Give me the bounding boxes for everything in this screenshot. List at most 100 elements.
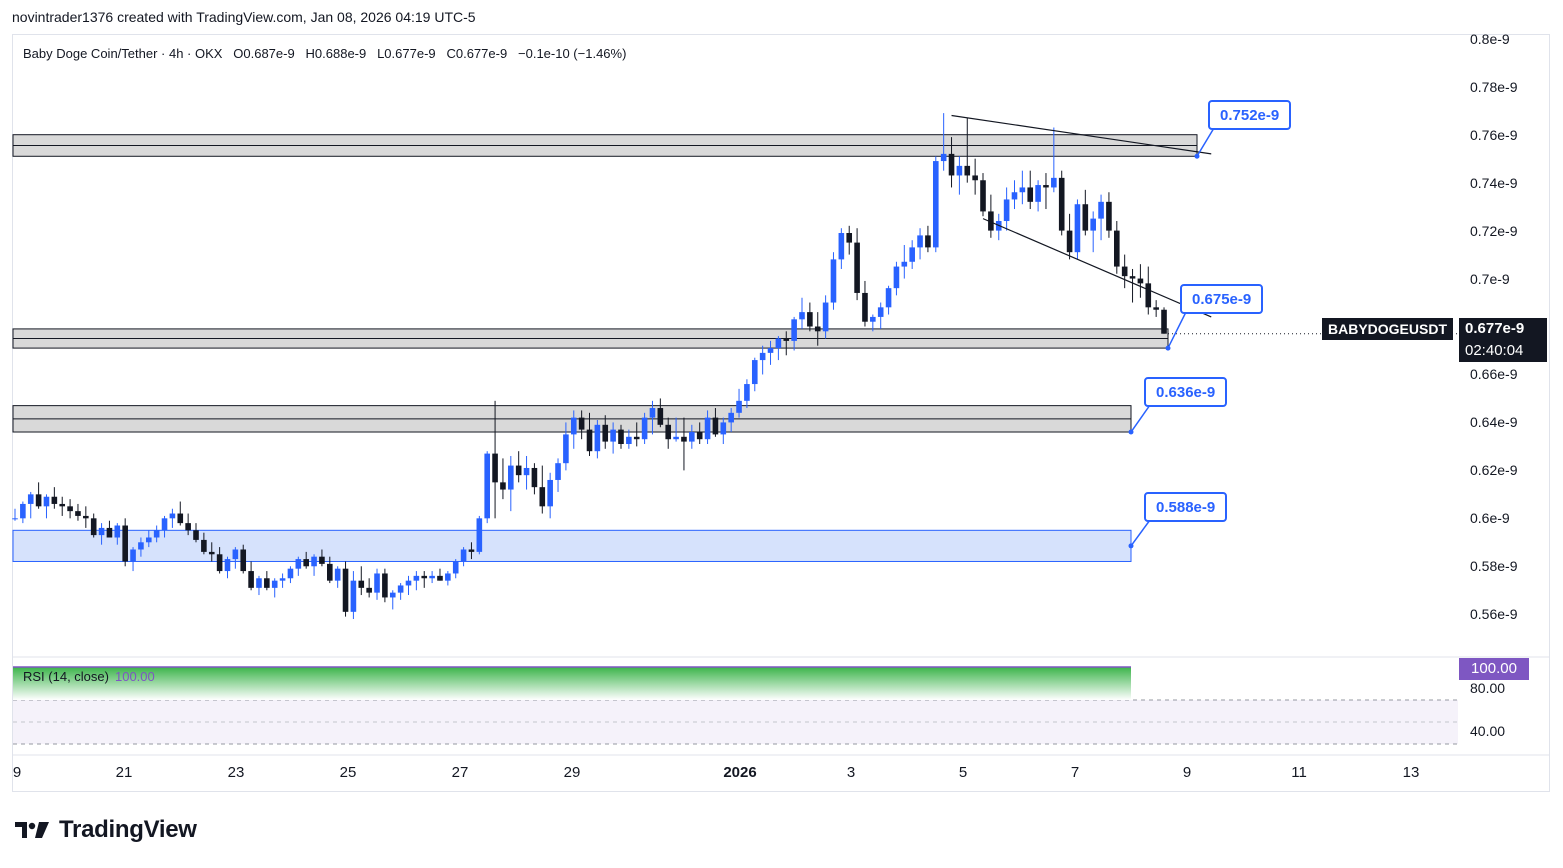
candle-body — [791, 319, 797, 341]
candle-body — [539, 487, 546, 507]
candle-body — [531, 467, 538, 488]
candle-body — [1121, 266, 1128, 277]
candle-body — [1114, 230, 1120, 267]
price-level-label[interactable]: 0.752e-9 — [1208, 100, 1292, 130]
candle-body — [854, 242, 860, 293]
candle-body — [224, 559, 231, 572]
candle-body — [696, 432, 703, 440]
candle-body — [256, 578, 262, 588]
level-callout-anchor — [1128, 429, 1134, 435]
candle-body — [106, 527, 113, 538]
chart-attribution: novintrader1376 created with TradingView… — [12, 9, 476, 25]
level-callout-connector — [1196, 127, 1215, 157]
candle-body — [704, 417, 711, 440]
candle-body — [216, 554, 223, 572]
price-axis-label: 0.76e-9 — [1470, 126, 1518, 143]
candle-body — [626, 436, 632, 444]
price-axis-label: 0.72e-9 — [1470, 222, 1518, 239]
candle-body — [1161, 309, 1167, 334]
candle-body — [177, 513, 184, 524]
candle-body — [689, 432, 695, 442]
candle-body — [1082, 204, 1089, 231]
candle-body — [508, 465, 514, 490]
symbol-tag: BABYDOGEUSDT — [1322, 318, 1454, 340]
candle-body — [783, 338, 790, 341]
time-axis-label: 5 — [958, 764, 968, 781]
candle-body — [901, 261, 908, 267]
candle-body — [27, 494, 34, 504]
candle-body — [814, 326, 821, 332]
candle-body — [1106, 201, 1112, 231]
candle-body — [932, 161, 939, 248]
candle-body — [870, 316, 876, 322]
level-callout-anchor — [1128, 543, 1134, 549]
level-callout-connector — [1167, 311, 1187, 349]
price-axis-label: 0.8e-9 — [1470, 30, 1510, 47]
price-level-label[interactable]: 0.636e-9 — [1144, 377, 1228, 407]
candle-body — [775, 338, 782, 349]
candle-body — [799, 312, 805, 320]
rsi-label: RSI (14, close) — [23, 669, 109, 684]
candle-body — [948, 153, 955, 176]
time-axis-label: 2026 — [723, 764, 757, 781]
level-callout-connector — [1130, 519, 1151, 547]
candle-body — [1058, 177, 1065, 231]
trendline — [951, 114, 1212, 155]
candle-body — [767, 348, 774, 353]
candle-body — [1027, 187, 1034, 202]
candle-body — [759, 352, 766, 361]
candle-body — [460, 549, 467, 562]
candle-body — [1066, 230, 1073, 253]
candle-body — [964, 165, 971, 176]
candle-body — [657, 408, 664, 425]
candle-body — [12, 518, 18, 520]
candle-body — [35, 494, 42, 507]
candle-body — [988, 211, 994, 231]
price-level-label[interactable]: 0.588e-9 — [1144, 492, 1228, 522]
candle-body — [1043, 185, 1049, 188]
candle-body — [1153, 307, 1159, 310]
candle-body — [885, 288, 892, 308]
candle-body — [665, 424, 672, 440]
candle-body — [972, 175, 978, 181]
candle-body — [279, 578, 286, 581]
candle-body — [909, 247, 915, 262]
rsi-value-tag: 100.00 — [1459, 658, 1529, 680]
time-axis-label: 25 — [339, 764, 357, 781]
candle-body — [515, 465, 522, 476]
time-axis-label: 29 — [563, 764, 581, 781]
candle-body — [366, 587, 372, 593]
candle-body — [145, 537, 152, 543]
candle-body — [90, 518, 97, 536]
candle-body — [736, 400, 742, 413]
rsi-axis-label: 40.00 — [1470, 723, 1506, 739]
candle-body — [374, 573, 380, 593]
rsi-overbought-fill — [13, 667, 1131, 700]
price-axis-label: 0.7e-9 — [1470, 270, 1510, 287]
candle-body — [751, 360, 758, 385]
symbol-legend[interactable]: Baby Doge Coin/Tether · 4h · OKX O0.687e… — [23, 46, 627, 61]
time-axis-label: 23 — [227, 764, 245, 781]
candle-body — [445, 573, 451, 581]
rsi-legend[interactable]: RSI (14, close) 100.00 — [23, 669, 155, 684]
time-axis-label: 3 — [846, 764, 856, 781]
candle-body — [59, 503, 66, 507]
level-callout-connector — [1130, 404, 1151, 433]
price-axis-label: 0.56e-9 — [1470, 606, 1518, 623]
price-level-label[interactable]: 0.675e-9 — [1180, 284, 1264, 314]
candle-body — [492, 453, 498, 483]
candle-body — [476, 518, 483, 552]
candle-body — [334, 568, 341, 581]
candle-body — [161, 518, 168, 531]
candle-body — [862, 292, 868, 322]
candle-body — [208, 551, 215, 555]
candle-body — [877, 307, 884, 317]
time-axis-label: 27 — [451, 764, 469, 781]
candle-body — [75, 511, 81, 516]
tradingview-wordmark: TradingView — [59, 816, 197, 843]
time-axis-label: 11 — [1291, 764, 1307, 781]
tradingview-logo[interactable]: TradingView — [15, 816, 197, 844]
candle-body — [712, 417, 719, 435]
candle-body — [917, 235, 923, 248]
